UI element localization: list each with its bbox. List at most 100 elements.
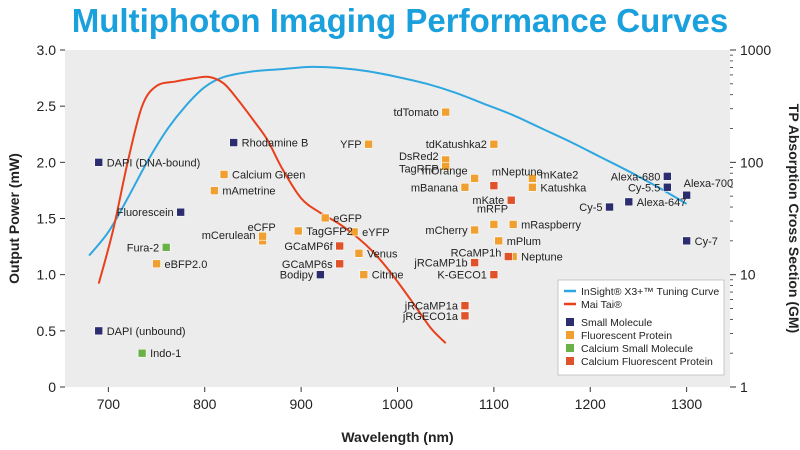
data-point-label: Neptune xyxy=(521,252,563,264)
data-point-label: DAPI (unbound) xyxy=(107,326,186,338)
data-point-marker xyxy=(441,162,450,171)
data-point-marker xyxy=(528,182,537,192)
data-point-label: mAmetrine xyxy=(222,186,275,198)
data-point-marker xyxy=(470,225,479,235)
data-point-marker xyxy=(489,139,499,149)
data-point-label: jRCaMP1b xyxy=(413,258,467,270)
x-tick-label: 1200 xyxy=(575,396,606,412)
y2-tick-label: 1000 xyxy=(740,42,771,58)
data-point-marker xyxy=(335,259,344,269)
data-point-marker xyxy=(210,186,219,195)
data-point-label: jRGECO1a xyxy=(402,311,459,323)
data-point-marker xyxy=(624,197,634,207)
data-point-marker xyxy=(460,311,470,321)
data-point-marker xyxy=(137,348,147,358)
data-point-marker xyxy=(506,195,516,205)
data-point-marker xyxy=(682,236,691,246)
data-point-label: Bodipy xyxy=(280,270,314,282)
data-point-marker xyxy=(663,172,672,181)
data-point-label: Cy-5.5 xyxy=(628,182,660,194)
legend-marker-swatch xyxy=(566,344,574,352)
data-point-marker xyxy=(508,220,518,229)
data-point-label: mKate2 xyxy=(540,169,578,181)
data-point-label: DAPI (DNA-bound) xyxy=(107,157,201,169)
x-tick-label: 800 xyxy=(193,396,217,412)
data-point-marker xyxy=(229,138,238,147)
data-point-marker xyxy=(320,213,330,223)
data-point-marker xyxy=(489,220,499,229)
data-point-label: GCaMP6s xyxy=(282,259,333,271)
data-point-marker xyxy=(94,326,104,336)
data-point-marker xyxy=(494,236,503,246)
data-point-marker xyxy=(152,259,161,269)
y-tick-label: 1.0 xyxy=(37,267,57,283)
data-point-label: Fluorescein xyxy=(117,207,174,219)
data-point-label: Citrine xyxy=(372,270,404,282)
data-point-label: DsRed2 xyxy=(399,151,439,163)
legend-label: Calcium Fluorescent Protein xyxy=(581,356,713,368)
data-point-label: Fura-2 xyxy=(127,242,159,254)
y-axis-label: Output Power (mW) xyxy=(6,153,22,284)
data-point-label: mOrange xyxy=(422,165,468,177)
data-point-marker xyxy=(94,158,104,167)
data-point-marker xyxy=(441,107,450,117)
data-point-marker xyxy=(470,174,479,183)
data-point-label: Katushka xyxy=(540,182,587,194)
data-point-label: mRFP xyxy=(477,203,508,215)
data-point-label: eYFP xyxy=(362,227,390,239)
legend-label: Calcium Small Molecule xyxy=(581,343,693,355)
legend-marker-swatch xyxy=(566,318,574,326)
y-tick-label: 2.5 xyxy=(37,98,57,114)
data-point-marker xyxy=(682,190,691,200)
data-point-label: mCherry xyxy=(425,225,468,237)
data-point-label: tdTomato xyxy=(393,107,438,119)
data-point-marker xyxy=(349,227,359,237)
data-point-label: Cy-7 xyxy=(695,236,718,248)
data-point-marker xyxy=(489,270,499,279)
data-point-label: Rhodamine B xyxy=(242,138,309,150)
insight-tuning-curve xyxy=(88,65,688,257)
data-point-marker xyxy=(293,226,303,236)
y2-tick-label: 100 xyxy=(740,154,764,170)
data-point-label: eGFP xyxy=(333,213,362,225)
data-point-label: Venus xyxy=(367,248,398,260)
data-point-label: mNeptune xyxy=(492,167,543,179)
data-point-label: YFP xyxy=(340,139,361,151)
y-tick-label: 3.0 xyxy=(37,42,57,58)
data-point-label: mBanana xyxy=(411,182,459,194)
data-point-label: K-GECO1 xyxy=(437,270,487,282)
data-point-label: mRaspberry xyxy=(521,219,581,231)
data-point-marker xyxy=(359,270,369,279)
x-tick-label: 700 xyxy=(97,396,121,412)
data-point-label: mKate xyxy=(472,195,504,207)
y2-tick-label: 10 xyxy=(740,267,756,283)
data-point-marker xyxy=(316,270,325,279)
data-point-label: TagRFP xyxy=(399,163,439,175)
y-tick-label: 0.5 xyxy=(37,323,57,339)
data-point-marker xyxy=(176,207,185,217)
legend-label: Small Molecule xyxy=(581,317,652,329)
data-point-marker xyxy=(489,181,499,190)
data-point-label: eBFP2.0 xyxy=(165,259,208,271)
x-tick-label: 1000 xyxy=(382,396,413,412)
y-tick-label: 0 xyxy=(48,379,56,395)
data-point-label: mCerulean xyxy=(202,230,256,242)
data-point-label: Alexa-680 xyxy=(611,171,661,183)
legend-label: Fluorescent Protein xyxy=(581,330,672,342)
data-point-label: jRCaMP1a xyxy=(404,301,459,313)
x-axis-label: Wavelength (nm) xyxy=(341,429,453,445)
data-point-marker xyxy=(335,241,344,251)
data-point-marker xyxy=(219,170,229,179)
y-tick-label: 1.5 xyxy=(37,211,57,227)
data-point-marker xyxy=(460,182,470,192)
legend-marker-swatch xyxy=(566,357,574,365)
data-point-marker xyxy=(528,174,537,183)
data-point-marker xyxy=(663,182,672,192)
mai-tai-curve xyxy=(97,75,447,344)
data-point-marker xyxy=(460,301,470,310)
data-point-marker xyxy=(605,202,614,212)
x-tick-label: 1100 xyxy=(479,396,509,412)
x-tick-label: 900 xyxy=(289,396,313,412)
data-point-label: eCFP xyxy=(248,222,276,234)
